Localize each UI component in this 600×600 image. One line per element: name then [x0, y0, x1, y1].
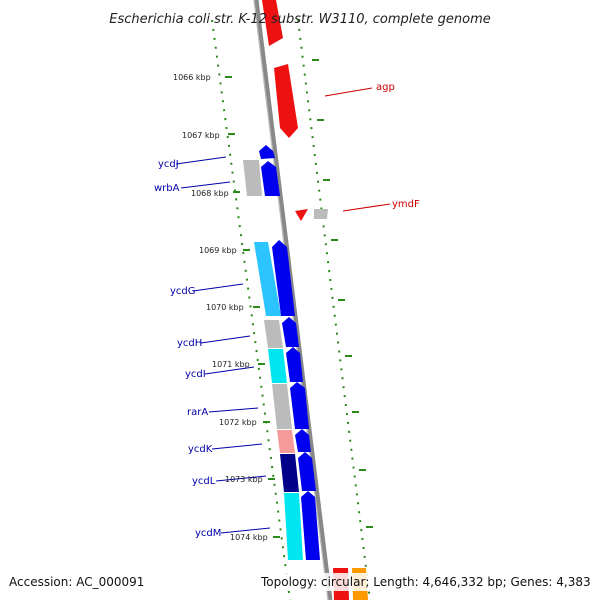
gene-block-unknown-2 — [264, 320, 283, 348]
footer-backing-right — [258, 573, 594, 591]
tick-label: 1074 kbp — [230, 533, 268, 542]
ruler-left — [211, 19, 291, 600]
gene-block-forward-1 — [262, 0, 283, 46]
tick-label: 1068 kbp — [191, 189, 229, 198]
gene-label-ycdJ[interactable]: ycdJ — [158, 159, 179, 170]
gene-block-ycdL-fill — [280, 454, 299, 492]
tick-label: 1072 kbp — [219, 418, 257, 427]
tick-label: 1069 kbp — [199, 246, 237, 255]
gene-block-ycdI-fill — [268, 349, 287, 383]
gene-block-ymdF — [295, 209, 308, 221]
gene-label-ymdF[interactable]: ymdF — [392, 199, 420, 210]
gene-block-ycdH — [282, 317, 299, 347]
tick-label: 1066 kbp — [173, 73, 211, 82]
map-title: Escherichia coli str. K-12 substr. W3110… — [109, 12, 490, 27]
gene-block-wrbA — [261, 161, 280, 196]
gene-label-agp[interactable]: agp — [376, 82, 395, 93]
gene-block-ycdJ — [259, 145, 275, 159]
gene-block-rarA — [290, 382, 309, 429]
gene-label-ycdL[interactable]: ycdL — [192, 476, 216, 487]
gene-block-ycdK-fill — [277, 430, 295, 453]
gene-block-ycdG — [272, 240, 295, 316]
gene-block-unknown-fwd — [314, 209, 328, 219]
tick-label: 1073 kbp — [225, 475, 263, 484]
gene-block-unknown-1 — [243, 160, 262, 196]
topology-text: Topology: circular; Length: 4,646,332 bp… — [260, 575, 591, 589]
gene-label-ycdH[interactable]: ycdH — [177, 338, 202, 349]
gene-block-agp — [274, 64, 298, 138]
gene-block-ycdM — [301, 491, 320, 560]
gene-label-ycdI[interactable]: ycdI — [185, 369, 206, 380]
gene-block-ycdG-fill — [254, 242, 281, 316]
gene-label-ycdM[interactable]: ycdM — [195, 528, 221, 539]
tick-label: 1067 kbp — [182, 131, 220, 140]
ruler-tick-marks — [225, 59, 373, 538]
gene-block-ycdM-fill — [284, 493, 303, 560]
gene-label-ycdG[interactable]: ycdG — [170, 286, 196, 297]
gene-block-ycdK — [295, 429, 311, 452]
footer-backing-left — [6, 573, 146, 591]
ruler-right — [297, 19, 371, 600]
gene-label-rarA[interactable]: rarA — [187, 407, 208, 418]
gene-label-ycdK[interactable]: ycdK — [188, 444, 213, 455]
leader-lines — [175, 87, 391, 534]
gene-block-ycdL — [298, 452, 316, 491]
tick-label: 1070 kbp — [206, 303, 244, 312]
tick-label: 1071 kbp — [212, 360, 250, 369]
accession-text: Accession: AC_000091 — [9, 575, 144, 589]
gene-block-ycdI — [286, 347, 303, 382]
gene-block-unknown-3 — [272, 384, 292, 429]
gene-label-wrbA[interactable]: wrbA — [154, 183, 180, 194]
